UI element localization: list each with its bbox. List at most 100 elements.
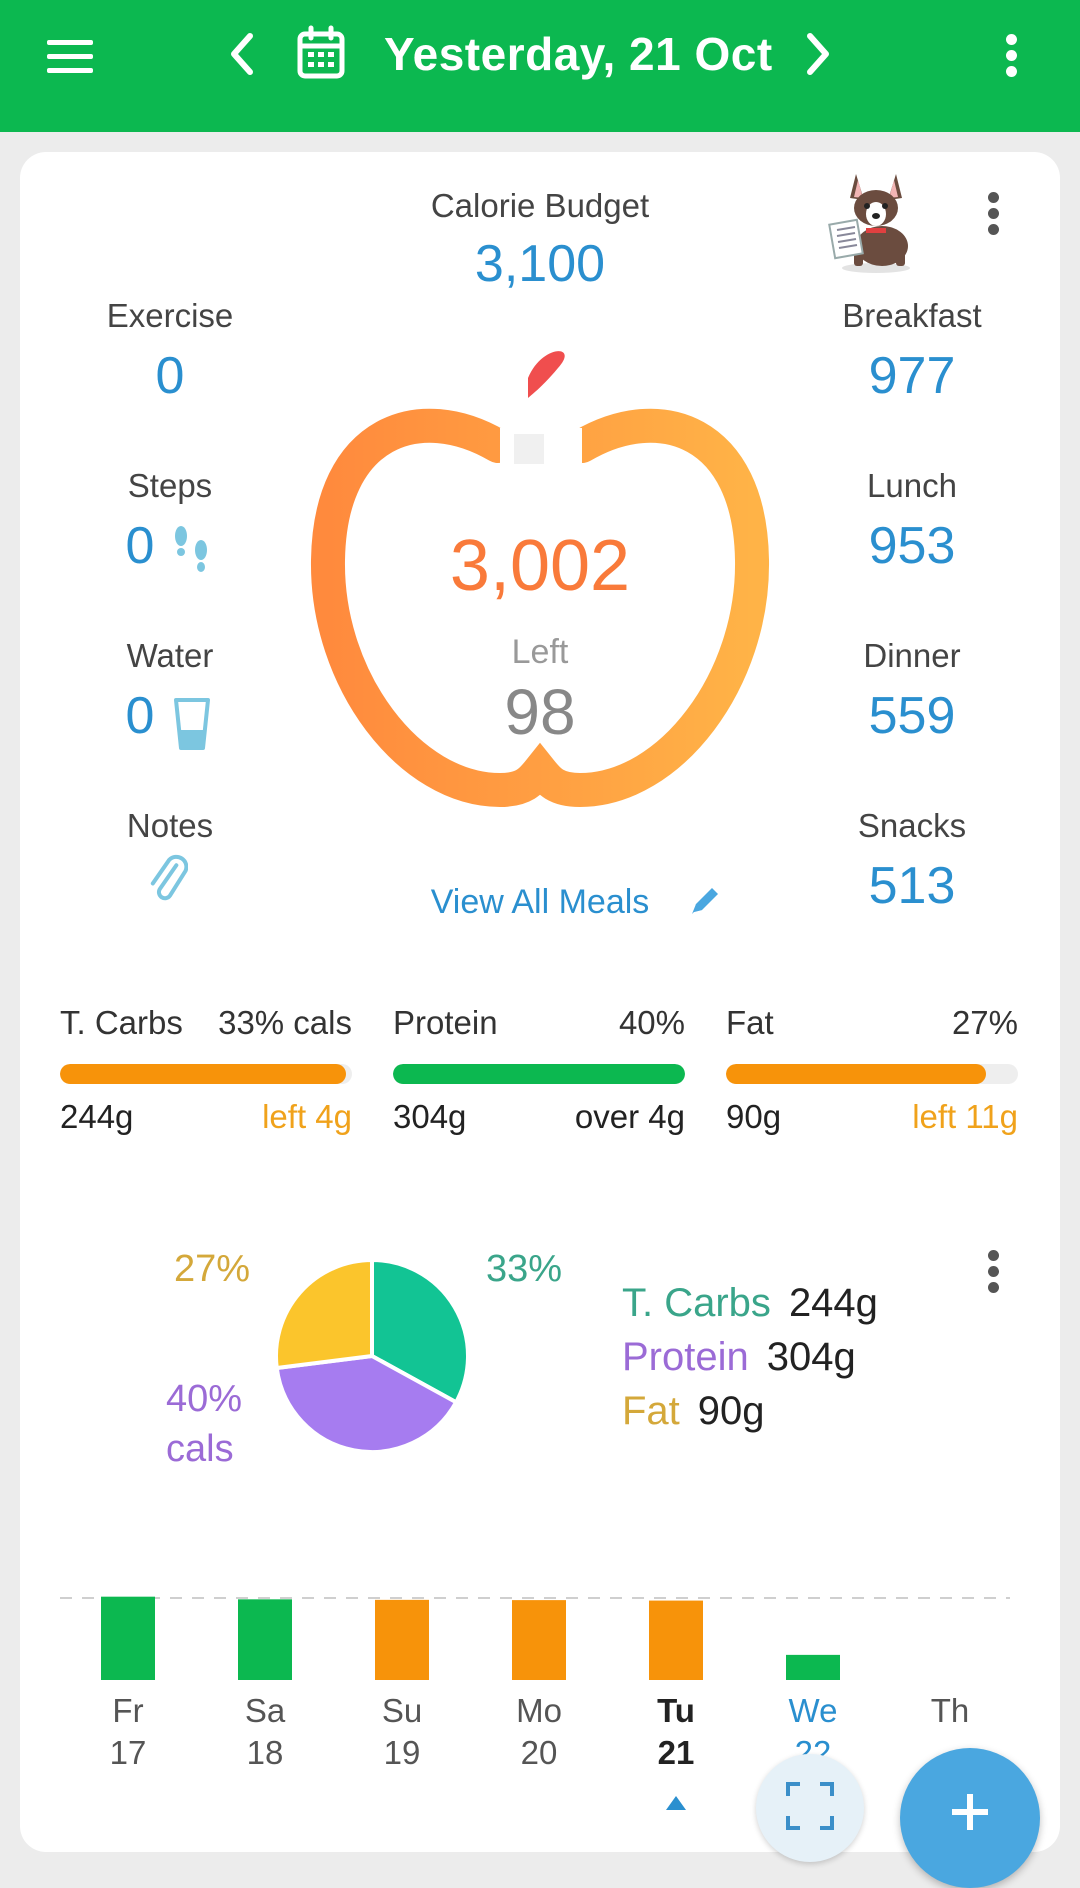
macro-fat-bar xyxy=(726,1064,1018,1084)
pie-slice-protein xyxy=(274,1353,459,1454)
macro-carbs-pct: 33% cals xyxy=(218,1004,352,1041)
left-label: Left xyxy=(511,633,569,671)
dog-mascot-icon[interactable] xyxy=(826,170,918,274)
weekly-calorie-chart[interactable] xyxy=(0,1560,1080,1680)
macro-protein-bar xyxy=(393,1064,685,1084)
lunch-label: Lunch xyxy=(867,467,957,504)
exercise-stat[interactable]: Exercise 0 xyxy=(80,296,260,408)
macro-protein-status: over 4g xyxy=(574,1098,685,1135)
bar-mo-20[interactable] xyxy=(512,1600,566,1680)
macro-fat-fill xyxy=(726,1064,986,1084)
bar-we-22[interactable] xyxy=(786,1654,840,1680)
bar-sa-18[interactable] xyxy=(238,1599,292,1680)
water-label: Water xyxy=(126,637,214,674)
pencil-icon[interactable] xyxy=(688,884,722,918)
dinner-value: 559 xyxy=(868,687,956,745)
add-food-button[interactable] xyxy=(900,1748,1040,1888)
day-label-th[interactable]: Th xyxy=(900,1690,1000,1732)
day-dow: Su xyxy=(381,1692,423,1729)
legend-carbs-name: T. Carbs xyxy=(622,1281,771,1325)
notes-stat[interactable]: Notes xyxy=(80,806,260,846)
calorie-budget-label: Calorie Budget xyxy=(430,187,650,224)
water-value: 0 xyxy=(125,687,155,745)
summary-more-icon[interactable] xyxy=(982,186,1006,246)
day-label-tu[interactable]: Tu 21 xyxy=(626,1690,726,1774)
day-label-mo[interactable]: Mo 20 xyxy=(489,1690,589,1774)
pie-legend: T. Carbs 244g Protein 304g Fat 90g xyxy=(622,1276,878,1438)
macro-fat-grams: 90g xyxy=(726,1098,782,1135)
apple-progress-ring[interactable] xyxy=(300,350,780,830)
day-dow: Tu xyxy=(657,1692,695,1729)
water-stat[interactable]: Water 0 xyxy=(80,636,260,748)
lunch-value: 953 xyxy=(868,517,956,575)
breakfast-stat[interactable]: Breakfast 977 xyxy=(820,296,1004,408)
macro-protein-pct: 40% xyxy=(618,1004,685,1041)
breakfast-label: Breakfast xyxy=(842,297,982,334)
day-date: 18 xyxy=(246,1734,284,1771)
macro-fat-pct: 27% xyxy=(951,1004,1018,1041)
day-date: 17 xyxy=(109,1734,147,1771)
snacks-label: Snacks xyxy=(857,807,967,844)
day-label-fr[interactable]: Fr 17 xyxy=(78,1690,178,1774)
pie-slice-fat xyxy=(274,1257,374,1371)
day-dow: We xyxy=(788,1692,838,1729)
legend-protein-name: Protein xyxy=(622,1335,749,1379)
day-label-sa[interactable]: Sa 18 xyxy=(215,1690,315,1774)
bar-tu-21[interactable] xyxy=(649,1600,703,1680)
dinner-label: Dinner xyxy=(863,637,961,674)
calendar-icon[interactable] xyxy=(296,24,346,82)
day-date: 21 xyxy=(657,1734,695,1771)
scan-button[interactable] xyxy=(756,1754,864,1862)
steps-stat[interactable]: Steps 0 xyxy=(80,466,260,578)
legend-fat-grams: 90g xyxy=(697,1389,765,1433)
view-all-meals-link[interactable]: View All Meals xyxy=(430,883,650,921)
selected-day-indicator-icon xyxy=(666,1796,686,1810)
bar-su-19[interactable] xyxy=(375,1599,429,1680)
lunch-stat[interactable]: Lunch 953 xyxy=(820,466,1004,578)
macro-carbs-bar xyxy=(60,1064,352,1084)
notes-label: Notes xyxy=(126,807,214,844)
pie-label-protein-unit: cals xyxy=(166,1428,234,1470)
dinner-stat[interactable]: Dinner 559 xyxy=(820,636,1004,748)
macro-pie-chart[interactable] xyxy=(262,1246,482,1466)
water-glass-icon xyxy=(174,698,210,750)
macro-carbs-status: left 4g xyxy=(262,1098,352,1135)
pie-label-protein-pct: 40% xyxy=(166,1378,243,1420)
day-dow: Fr xyxy=(112,1692,144,1729)
hamburger-menu-icon[interactable] xyxy=(44,34,96,78)
breakfast-value: 977 xyxy=(868,347,956,405)
macro-fat[interactable]: Fat 27% 90g left 11g xyxy=(726,1004,1018,1144)
day-date: 20 xyxy=(520,1734,558,1771)
legend-item-carbs: T. Carbs 244g xyxy=(622,1276,878,1330)
calorie-budget[interactable]: Calorie Budget 3,100 xyxy=(390,186,690,296)
calorie-budget-value: 3,100 xyxy=(474,235,606,293)
chevron-left-icon[interactable] xyxy=(222,28,262,80)
pie-more-icon[interactable] xyxy=(982,1244,1006,1304)
day-dow: Mo xyxy=(516,1692,562,1729)
day-label-su[interactable]: Su 19 xyxy=(352,1690,452,1774)
macro-carbs-grams: 244g xyxy=(60,1098,134,1135)
pie-label-protein: 40% cals xyxy=(166,1374,242,1474)
bar-fr-17[interactable] xyxy=(101,1596,155,1680)
paperclip-icon[interactable] xyxy=(148,850,188,906)
chevron-right-icon[interactable] xyxy=(798,28,838,80)
macro-protein-fill xyxy=(393,1064,685,1084)
exercise-value: 0 xyxy=(155,347,185,405)
day-dow: Th xyxy=(930,1692,970,1729)
macro-carbs-fill xyxy=(60,1064,347,1084)
macro-carbs[interactable]: T. Carbs 33% cals 244g left 4g xyxy=(60,1004,352,1144)
macro-protein[interactable]: Protein 40% 304g over 4g xyxy=(393,1004,685,1144)
pie-slice-carbs xyxy=(370,1257,470,1405)
snacks-stat[interactable]: Snacks 513 xyxy=(820,806,1004,918)
plus-icon xyxy=(952,1794,988,1830)
steps-label: Steps xyxy=(127,467,213,504)
date-title[interactable]: Yesterday, 21 Oct xyxy=(384,28,773,80)
pie-label-fat: 27% xyxy=(174,1248,251,1290)
footsteps-icon xyxy=(175,526,207,572)
macro-fat-status: left 11g xyxy=(912,1098,1018,1135)
snacks-value: 513 xyxy=(868,857,956,915)
legend-carbs-grams: 244g xyxy=(788,1281,878,1325)
top-app-bar: Yesterday, 21 Oct xyxy=(0,0,1080,132)
more-vertical-icon[interactable] xyxy=(1000,26,1024,86)
calories-eaten: 3,002 xyxy=(449,526,631,606)
